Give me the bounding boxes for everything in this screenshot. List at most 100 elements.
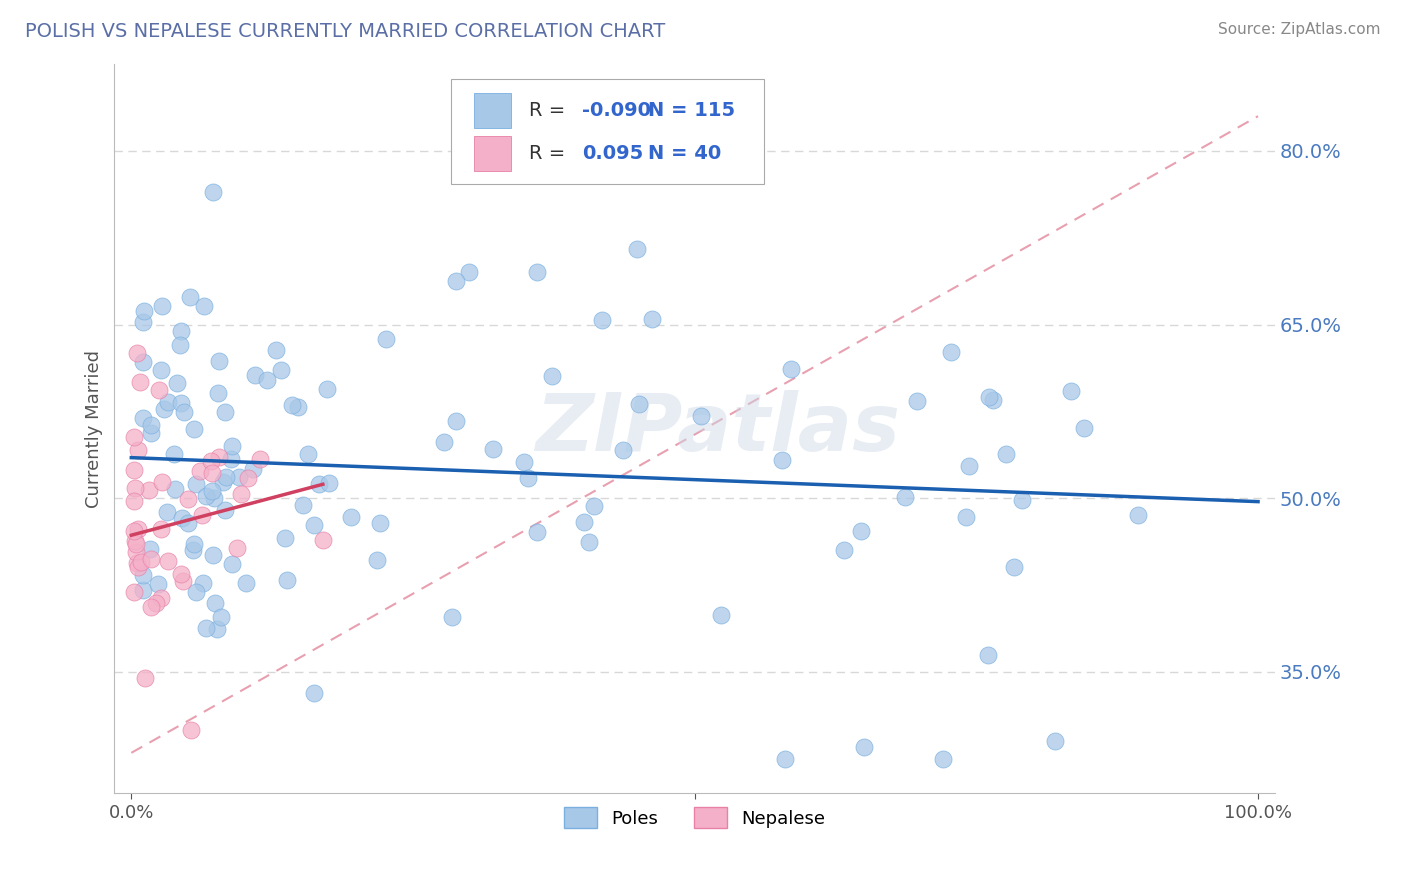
Point bbox=[312, 533, 335, 547]
Point bbox=[214, 503, 236, 517]
Point bbox=[440, 610, 463, 624]
Text: ZIPatlas: ZIPatlas bbox=[536, 390, 900, 467]
Point bbox=[211, 475, 233, 489]
Point bbox=[482, 442, 505, 456]
Point bbox=[308, 477, 330, 491]
Point bbox=[242, 462, 264, 476]
Point bbox=[205, 622, 228, 636]
Point bbox=[201, 466, 224, 480]
Point bbox=[177, 516, 200, 531]
Legend: Poles, Nepalese: Poles, Nepalese bbox=[557, 800, 832, 836]
Point bbox=[180, 723, 202, 737]
Point bbox=[612, 443, 634, 458]
Point bbox=[215, 469, 238, 483]
Point bbox=[366, 553, 388, 567]
Point bbox=[125, 557, 148, 571]
Point bbox=[141, 418, 163, 433]
Point bbox=[228, 470, 250, 484]
Point bbox=[204, 596, 226, 610]
Point bbox=[526, 525, 548, 540]
Point bbox=[141, 600, 163, 615]
Point bbox=[186, 477, 208, 491]
Point bbox=[939, 345, 962, 359]
Point bbox=[122, 430, 145, 444]
Point bbox=[139, 542, 162, 557]
Point bbox=[122, 494, 145, 508]
Point bbox=[150, 363, 173, 377]
Point bbox=[131, 355, 153, 369]
Point bbox=[225, 541, 247, 555]
Point bbox=[446, 414, 468, 428]
Point bbox=[1045, 734, 1067, 748]
Point bbox=[188, 464, 211, 478]
Point bbox=[221, 452, 243, 467]
Text: R =: R = bbox=[529, 101, 571, 120]
Point bbox=[1060, 384, 1083, 398]
Point bbox=[181, 543, 204, 558]
Point bbox=[127, 560, 149, 574]
Y-axis label: Currently Married: Currently Married bbox=[86, 350, 103, 508]
Point bbox=[156, 395, 179, 409]
Point bbox=[149, 522, 172, 536]
Point bbox=[1011, 493, 1033, 508]
Point bbox=[245, 368, 267, 383]
Point bbox=[122, 585, 145, 599]
Point bbox=[256, 373, 278, 387]
Point bbox=[690, 409, 713, 423]
Point bbox=[270, 363, 292, 377]
Point bbox=[957, 459, 980, 474]
Point bbox=[281, 398, 304, 412]
Point bbox=[201, 483, 224, 498]
Point bbox=[626, 242, 648, 256]
Point bbox=[139, 551, 162, 566]
Point bbox=[526, 265, 548, 279]
Point bbox=[433, 434, 456, 449]
Point bbox=[148, 383, 170, 397]
Point bbox=[163, 482, 186, 496]
Point bbox=[138, 483, 160, 498]
Text: Source: ZipAtlas.com: Source: ZipAtlas.com bbox=[1218, 22, 1381, 37]
Point bbox=[1126, 508, 1149, 522]
Point bbox=[931, 751, 953, 765]
Point bbox=[849, 524, 872, 539]
Point bbox=[122, 524, 145, 539]
Point bbox=[150, 475, 173, 490]
Point bbox=[214, 405, 236, 419]
Point bbox=[894, 490, 917, 504]
Point bbox=[131, 315, 153, 329]
Point bbox=[274, 531, 297, 545]
Point bbox=[162, 446, 184, 460]
Point bbox=[249, 452, 271, 467]
Point bbox=[444, 274, 467, 288]
Point bbox=[852, 739, 875, 754]
Text: R =: R = bbox=[529, 144, 571, 162]
Point bbox=[145, 595, 167, 609]
Point bbox=[302, 518, 325, 533]
Point bbox=[832, 543, 855, 558]
Point bbox=[172, 510, 194, 524]
Point bbox=[287, 401, 309, 415]
Point bbox=[127, 443, 149, 458]
Text: -0.090: -0.090 bbox=[582, 101, 651, 120]
Point bbox=[129, 555, 152, 569]
Point bbox=[238, 471, 260, 485]
Point bbox=[905, 393, 928, 408]
Point bbox=[209, 609, 232, 624]
Point bbox=[124, 533, 146, 548]
Text: N = 40: N = 40 bbox=[648, 144, 721, 162]
Point bbox=[152, 401, 174, 416]
Point bbox=[977, 648, 1000, 662]
Point bbox=[169, 338, 191, 352]
Point bbox=[370, 516, 392, 530]
Point bbox=[994, 447, 1017, 461]
Point bbox=[170, 324, 193, 338]
Point bbox=[148, 577, 170, 591]
Point bbox=[207, 385, 229, 400]
Point bbox=[193, 575, 215, 590]
Point bbox=[193, 299, 215, 313]
Point bbox=[297, 447, 319, 461]
Point bbox=[125, 536, 148, 550]
Point bbox=[172, 574, 194, 588]
Point bbox=[318, 476, 340, 491]
Point bbox=[129, 376, 152, 390]
